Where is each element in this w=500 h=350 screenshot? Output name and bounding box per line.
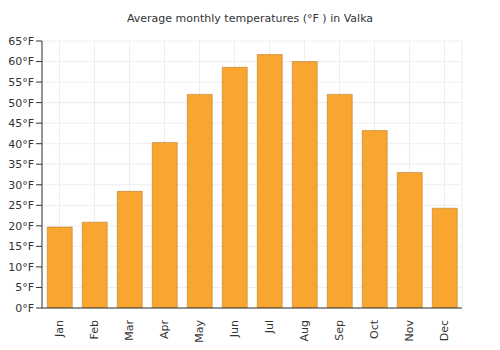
svg-text:20°F: 20°F <box>8 220 34 233</box>
svg-text:10°F: 10°F <box>8 261 34 274</box>
svg-text:60°F: 60°F <box>8 55 34 68</box>
svg-text:40°F: 40°F <box>8 138 34 151</box>
svg-text:Jun: Jun <box>228 320 241 338</box>
svg-text:25°F: 25°F <box>8 199 34 212</box>
svg-text:50°F: 50°F <box>8 97 34 110</box>
svg-text:Sep: Sep <box>333 320 346 341</box>
html-text:Average monthly temperatures (: Average monthly temperatures (°F ) in Va… <box>126 12 374 25</box>
svg-text:Jan: Jan <box>53 320 66 338</box>
svg-text:15°F: 15°F <box>8 240 34 253</box>
svg-text:30°F: 30°F <box>8 179 34 192</box>
svg-text:Aug: Aug <box>298 320 311 341</box>
svg-text:Oct: Oct <box>368 319 381 339</box>
svg-text:45°F: 45°F <box>8 117 34 130</box>
svg-text:Dec: Dec <box>438 320 451 341</box>
svg-text:May: May <box>193 320 206 343</box>
svg-text:Apr: Apr <box>158 320 171 340</box>
svg-text:Mar: Mar <box>123 320 136 341</box>
svg-text:Nov: Nov <box>403 320 416 342</box>
svg-text:65°F: 65°F <box>8 35 34 48</box>
svg-text:0°F: 0°F <box>15 302 34 315</box>
svg-text:Jul: Jul <box>263 320 276 334</box>
svg-text:5°F: 5°F <box>15 281 34 294</box>
svg-text:35°F: 35°F <box>8 158 34 171</box>
svg-text:55°F: 55°F <box>8 76 34 89</box>
svg-text:Feb: Feb <box>88 320 101 339</box>
